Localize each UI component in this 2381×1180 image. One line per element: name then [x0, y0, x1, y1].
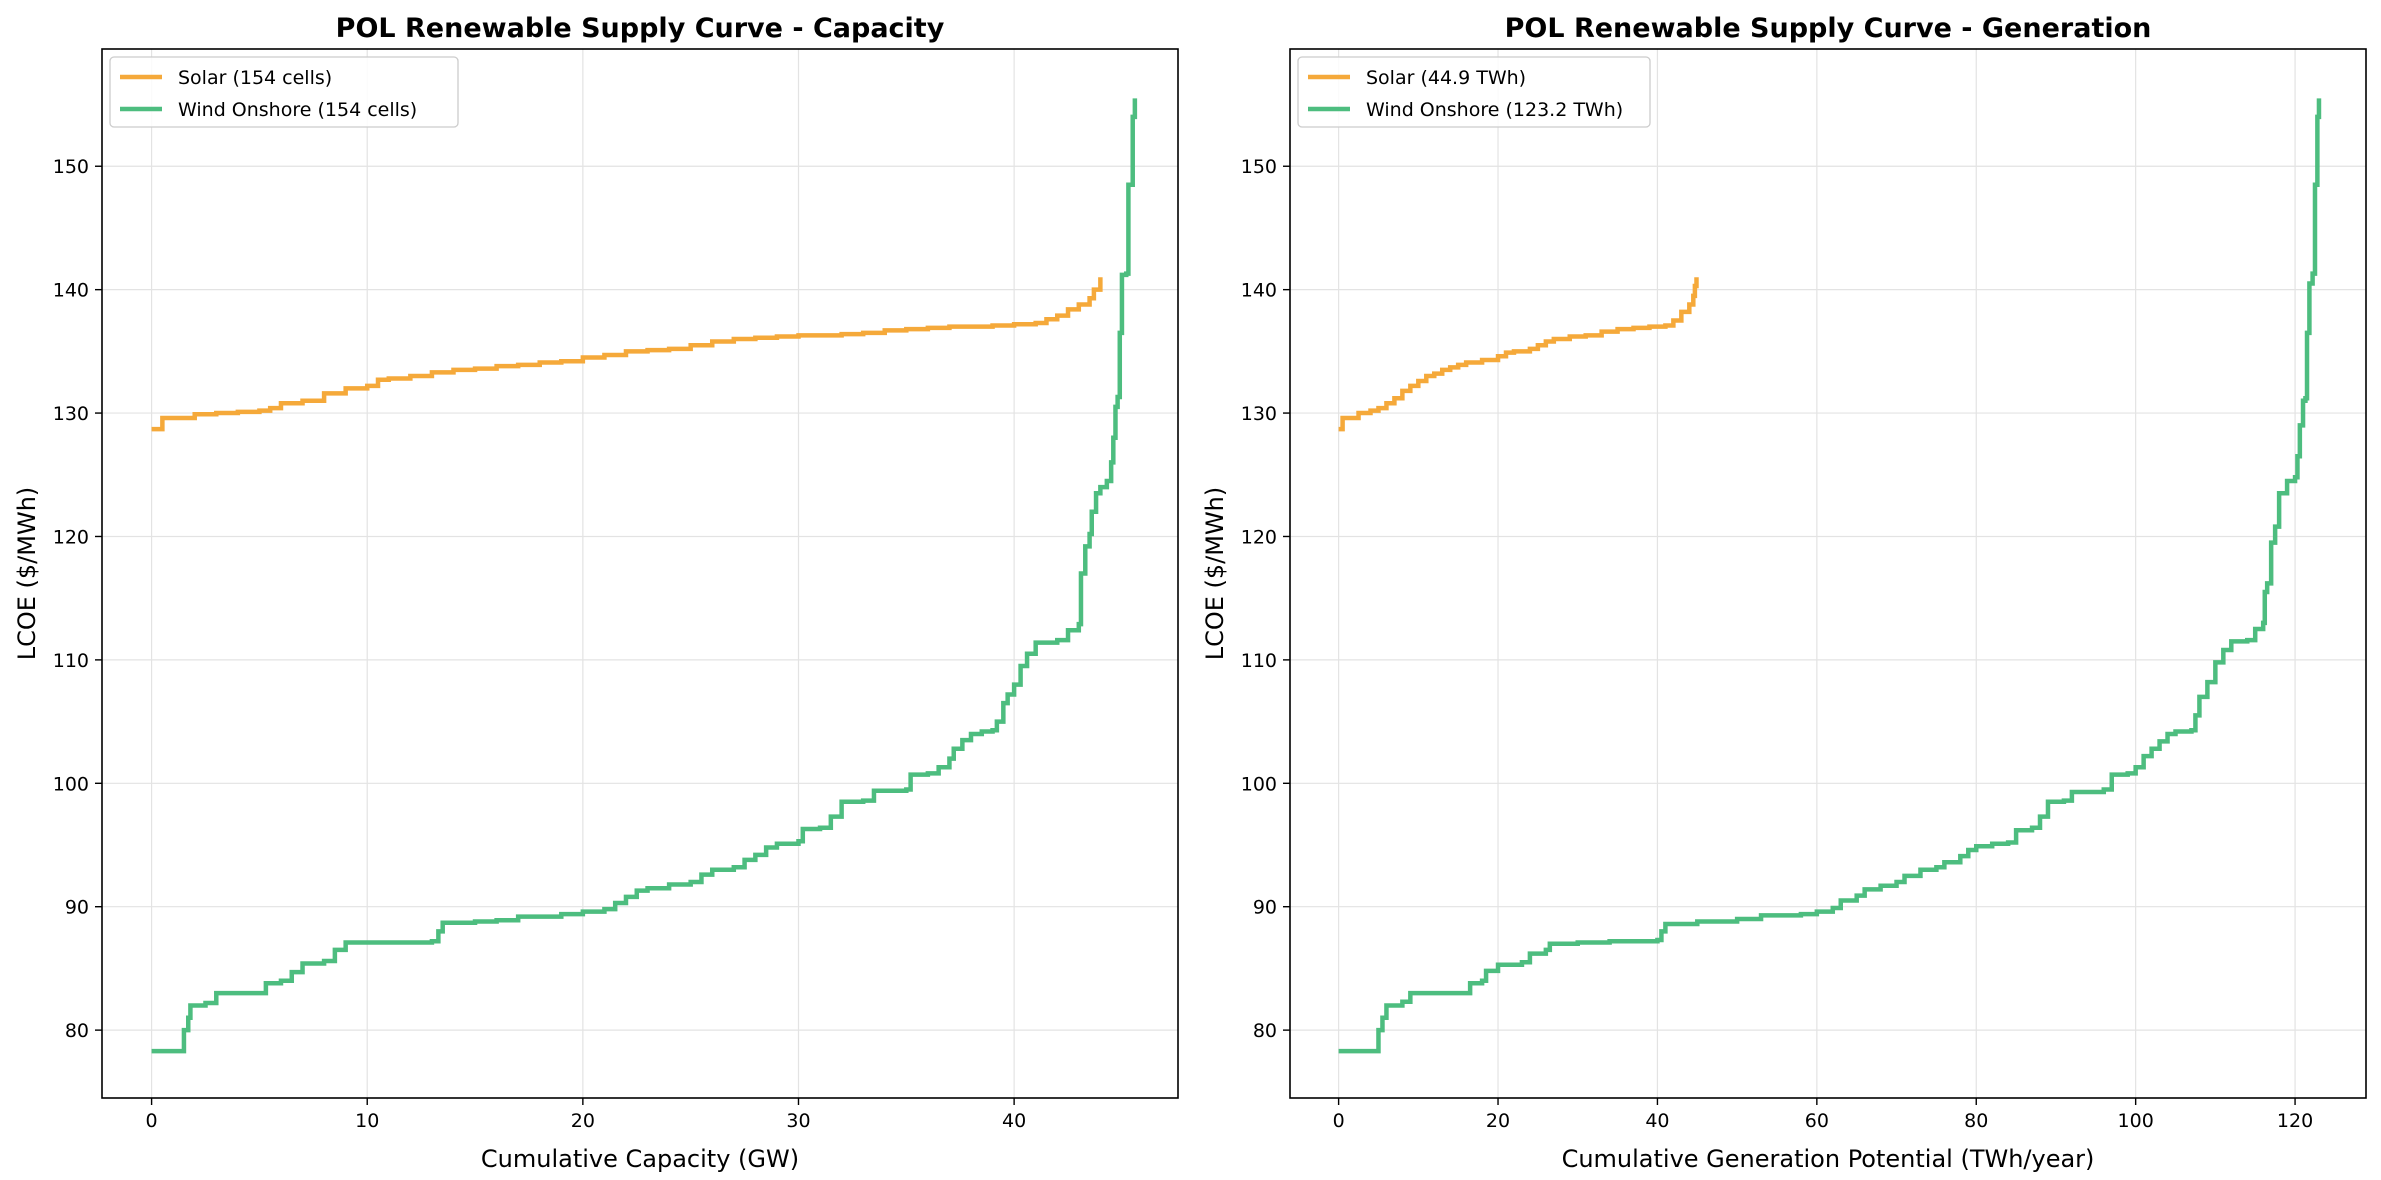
chart-title: POL Renewable Supply Curve - Capacity: [336, 13, 945, 44]
y-tick-label: 90: [1253, 897, 1277, 919]
legend-box: [109, 56, 459, 128]
x-tick-label: 30: [786, 1110, 810, 1132]
y-tick-label: 80: [1253, 1020, 1277, 1042]
x-tick-label: 100: [2118, 1110, 2154, 1132]
x-axis-label: Cumulative Generation Potential (TWh/yea…: [1562, 1145, 2095, 1173]
x-tick-label: 40: [1002, 1110, 1026, 1132]
x-tick-label: 20: [1486, 1110, 1510, 1132]
y-tick-label: 90: [65, 897, 89, 919]
legend: Solar (44.9 TWh) Wind Onshore (123.2 TWh): [1297, 56, 1651, 128]
y-tick-label: 130: [1241, 403, 1277, 425]
y-tick-label: 100: [53, 773, 89, 795]
y-tick-label: 140: [1241, 280, 1277, 302]
y-axis-label: LCOE ($/MWh): [13, 487, 41, 661]
x-tick-label: 80: [1964, 1110, 1988, 1132]
y-tick-label: 140: [53, 280, 89, 302]
wind-onshore-legend-label: Wind Onshore (154 cells): [178, 99, 417, 121]
wind-onshore-legend-label: Wind Onshore (123.2 TWh): [1366, 99, 1623, 121]
solar-supply-curve-line: [151, 277, 1103, 432]
y-tick-label: 150: [53, 156, 89, 178]
y-tick-label: 100: [1241, 773, 1277, 795]
generation-supply-curve-panel: 0 20 40 60 80 100 120 80 90 100 110 120 130 140 150 POL…: [1201, 13, 2367, 1173]
x-tick-label: 0: [146, 1110, 158, 1132]
x-tick-label: 0: [1333, 1110, 1345, 1132]
solar-legend-label: Solar (154 cells): [178, 67, 332, 89]
y-tick-label: 120: [1241, 526, 1277, 548]
solar-supply-curve-line: [1338, 277, 1699, 432]
x-tick-label: 20: [571, 1110, 595, 1132]
chart-title: POL Renewable Supply Curve - Generation: [1505, 13, 2152, 44]
plot-frame: [101, 48, 1179, 1099]
y-tick-label: 80: [65, 1020, 89, 1042]
solar-legend-label: Solar (44.9 TWh): [1366, 67, 1526, 89]
wind-onshore-supply-curve-line: [1338, 98, 2322, 1054]
y-tick-label: 150: [1241, 156, 1277, 178]
legend: Solar (154 cells) Wind Onshore (154 cells…: [109, 56, 459, 128]
y-tick-label: 110: [1241, 650, 1277, 672]
plot-frame: [1289, 48, 2367, 1099]
x-tick-label: 10: [355, 1110, 379, 1132]
x-tick-label: 60: [1805, 1110, 1829, 1132]
x-axis-label: Cumulative Capacity (GW): [481, 1145, 799, 1173]
legend-box: [1297, 56, 1651, 128]
y-tick-label: 130: [53, 403, 89, 425]
y-tick-label: 110: [53, 650, 89, 672]
capacity-supply-curve-panel: 0 10 20 30 40 80 90 100 110 120 130 140 150 POL Renew…: [13, 13, 1179, 1173]
y-axis-label: LCOE ($/MWh): [1201, 487, 1229, 661]
x-tick-label: 40: [1645, 1110, 1669, 1132]
x-tick-label: 120: [2277, 1110, 2313, 1132]
y-tick-label: 120: [53, 526, 89, 548]
wind-onshore-supply-curve-line: [151, 98, 1138, 1054]
